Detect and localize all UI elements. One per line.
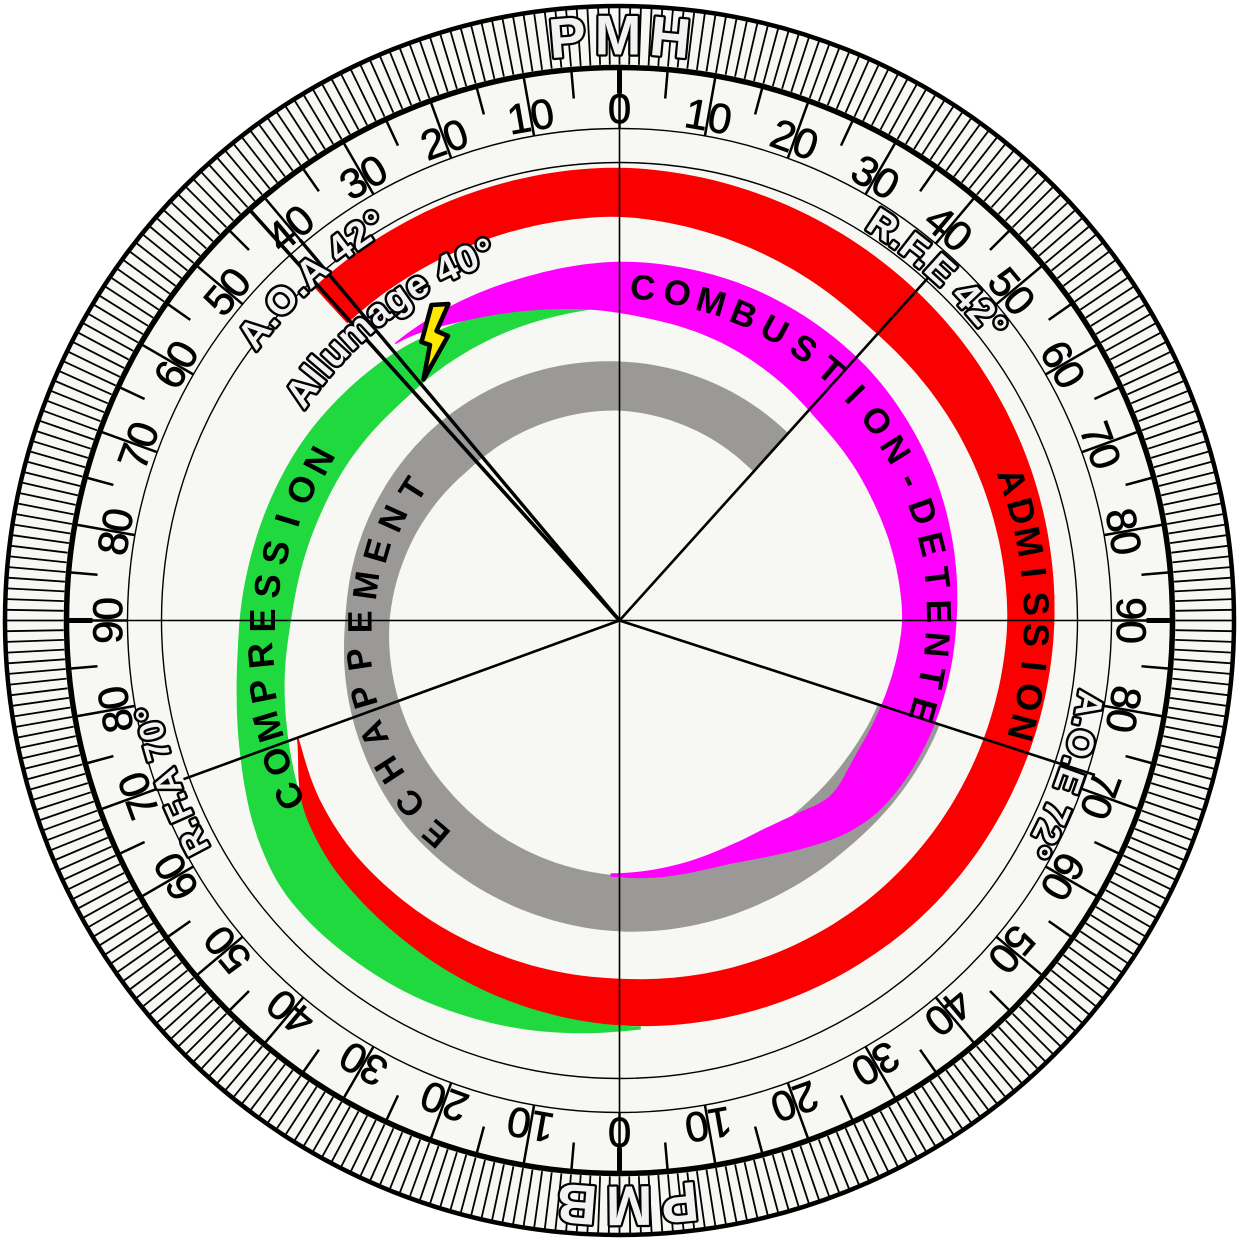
svg-text:10: 10 bbox=[681, 89, 735, 143]
svg-text:10: 10 bbox=[681, 1098, 735, 1152]
svg-text:10: 10 bbox=[504, 89, 558, 143]
svg-text:E: E bbox=[918, 599, 958, 624]
svg-text:M: M bbox=[346, 569, 388, 602]
svg-text:I: I bbox=[1013, 659, 1055, 673]
svg-text:S: S bbox=[1015, 622, 1057, 647]
svg-text:E: E bbox=[342, 610, 380, 633]
svg-text:E: E bbox=[242, 608, 283, 632]
svg-text:C: C bbox=[629, 268, 657, 309]
svg-text:S: S bbox=[1015, 591, 1057, 617]
svg-text:T: T bbox=[916, 564, 958, 590]
svg-text:S: S bbox=[246, 572, 289, 600]
svg-text:O: O bbox=[661, 272, 695, 315]
svg-text:N: N bbox=[916, 631, 957, 659]
svg-text:PMB: PMB bbox=[547, 1170, 701, 1238]
svg-text:PMH: PMH bbox=[546, 3, 700, 71]
svg-text:R: R bbox=[239, 641, 282, 671]
svg-text:80: 80 bbox=[1097, 505, 1151, 559]
svg-text:80: 80 bbox=[88, 505, 142, 559]
svg-text:I: I bbox=[1013, 565, 1055, 580]
svg-text:10: 10 bbox=[504, 1098, 558, 1152]
svg-text:80: 80 bbox=[1097, 682, 1151, 736]
svg-text:P: P bbox=[339, 645, 380, 673]
svg-text:80: 80 bbox=[88, 682, 142, 736]
